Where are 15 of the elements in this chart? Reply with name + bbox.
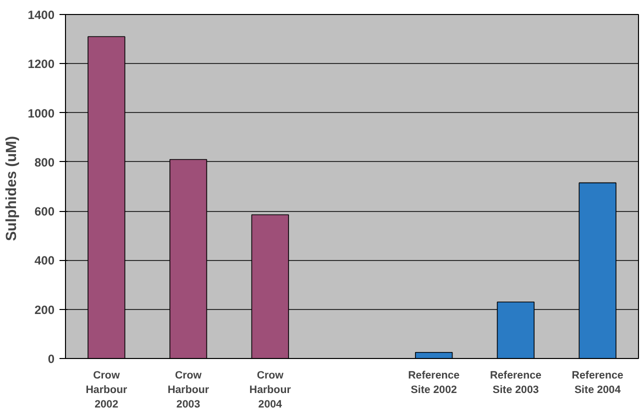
y-tick-label: 800 [34, 155, 55, 170]
x-tick-label: Reference Site 2002 [408, 370, 460, 396]
x-tick-label: Crow Harbour 2002 [86, 370, 128, 410]
y-tick-label: 1200 [28, 57, 55, 72]
x-tick-label: Crow Harbour 2003 [168, 370, 210, 410]
y-tick-label: 400 [34, 254, 55, 268]
y-axis-title: Sulphides (uM) [4, 136, 20, 242]
y-tick-label: 1000 [28, 106, 55, 120]
x-tick-label: Crow Harbour 2004 [249, 370, 291, 410]
y-tick-label: 600 [34, 204, 55, 219]
x-tick-label: Reference Site 2003 [490, 370, 542, 396]
y-tick-label: 200 [34, 302, 55, 317]
x-tick-label: Reference Site 2004 [572, 370, 624, 396]
y-tick-label: 0 [48, 352, 55, 366]
y-tick-label: 1400 [28, 8, 55, 22]
